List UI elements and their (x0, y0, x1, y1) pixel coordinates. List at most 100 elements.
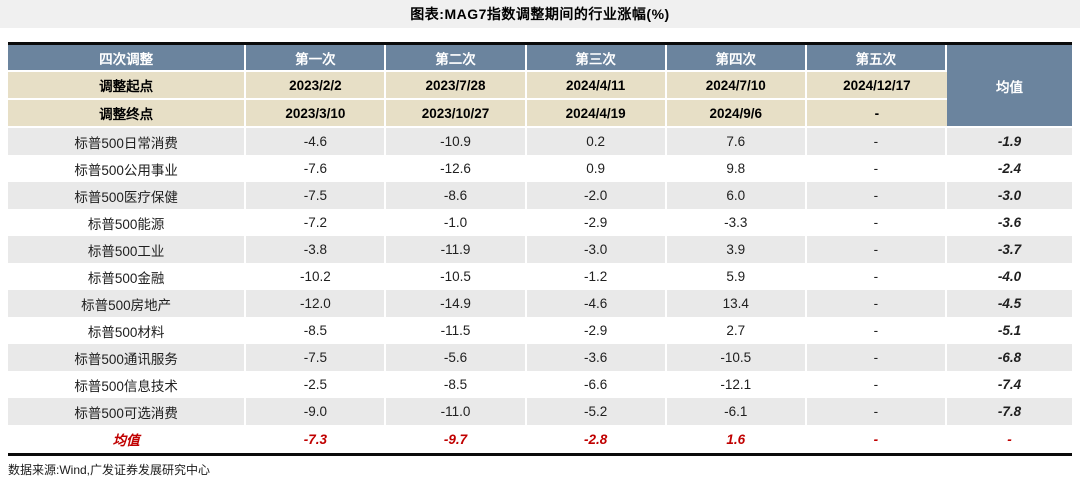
data-source-note: 数据来源:Wind,广发证券发展研究中心 (8, 463, 211, 477)
date-cell: 2024/4/19 (526, 100, 667, 128)
sector-label: 标普500工业 (8, 236, 247, 263)
sector-label: 标普500材料 (8, 317, 247, 344)
column-header: 第一次 (246, 45, 387, 72)
value-cell: -3.3 (666, 209, 807, 236)
value-cell: - (806, 209, 947, 236)
row-label-cell: 调整终点 (8, 100, 247, 128)
value-cell: 5.9 (666, 263, 807, 290)
value-cell: -12.0 (246, 290, 387, 317)
date-cell: 2024/12/17 (806, 72, 947, 100)
avg-cell: -6.8 (946, 344, 1072, 371)
value-cell: 9.8 (666, 155, 807, 182)
date-cell: 2024/7/10 (666, 72, 807, 100)
sector-label: 标普500房地产 (8, 290, 247, 317)
value-cell: 0.2 (526, 128, 667, 155)
data-table-container: 四次调整 第一次 第二次 第三次 第四次 第五次 均值 调整起点 2023/2/… (8, 42, 1072, 456)
figure-title-band: 图表:MAG7指数调整期间的行业涨幅(%) (0, 0, 1080, 28)
value-cell: -2.9 (526, 209, 667, 236)
sector-label: 标普500日常消费 (8, 128, 247, 155)
column-header: 第二次 (386, 45, 527, 72)
average-value-cell: - (806, 425, 947, 453)
table-row: 标普500通讯服务 -7.5 -5.6 -3.6 -10.5 - -6.8 (8, 344, 1072, 371)
avg-cell: -3.0 (946, 182, 1072, 209)
column-header: 第五次 (806, 45, 947, 72)
table-row: 标普500可选消费 -9.0 -11.0 -5.2 -6.1 - -7.8 (8, 398, 1072, 425)
date-cell: 2024/9/6 (666, 100, 807, 128)
table-row: 标普500工业 -3.8 -11.9 -3.0 3.9 - -3.7 (8, 236, 1072, 263)
avg-cell: -3.7 (946, 236, 1072, 263)
sector-label: 标普500金融 (8, 263, 247, 290)
table-row: 标普500医疗保健 -7.5 -8.6 -2.0 6.0 - -3.0 (8, 182, 1072, 209)
average-value-cell: - (946, 425, 1072, 453)
value-cell: 2.7 (666, 317, 807, 344)
corner-header-cell: 四次调整 (8, 45, 247, 72)
value-cell: -10.5 (386, 263, 527, 290)
table-row: 标普500日常消费 -4.6 -10.9 0.2 7.6 - -1.9 (8, 128, 1072, 155)
sector-label: 标普500可选消费 (8, 398, 247, 425)
value-cell: -8.5 (386, 371, 527, 398)
sector-label: 标普500公用事业 (8, 155, 247, 182)
avg-cell: -4.5 (946, 290, 1072, 317)
value-cell: -10.2 (246, 263, 387, 290)
value-cell: - (806, 182, 947, 209)
table-header-row: 四次调整 第一次 第二次 第三次 第四次 第五次 均值 (8, 45, 1072, 128)
value-cell: - (806, 290, 947, 317)
value-cell: -11.0 (386, 398, 527, 425)
value-cell: -7.2 (246, 209, 387, 236)
average-row: 均值 -7.3 -9.7 -2.8 1.6 - - (8, 425, 1072, 453)
date-cell: 2024/4/11 (526, 72, 667, 100)
table-row: 标普500信息技术 -2.5 -8.5 -6.6 -12.1 - -7.4 (8, 371, 1072, 398)
sector-label: 标普500能源 (8, 209, 247, 236)
value-cell: 6.0 (666, 182, 807, 209)
avg-cell: -5.1 (946, 317, 1072, 344)
value-cell: -9.0 (246, 398, 387, 425)
value-cell: -5.6 (386, 344, 527, 371)
value-cell: - (806, 344, 947, 371)
value-cell: -3.0 (526, 236, 667, 263)
value-cell: -5.2 (526, 398, 667, 425)
value-cell: -3.6 (526, 344, 667, 371)
date-cell: - (806, 100, 947, 128)
value-cell: -7.5 (246, 344, 387, 371)
table-row: 标普500金融 -10.2 -10.5 -1.2 5.9 - -4.0 (8, 263, 1072, 290)
table-row: 标普500能源 -7.2 -1.0 -2.9 -3.3 - -3.6 (8, 209, 1072, 236)
avg-cell: -3.6 (946, 209, 1072, 236)
value-cell: - (806, 263, 947, 290)
value-cell: - (806, 398, 947, 425)
value-cell: - (806, 371, 947, 398)
average-value-cell: 1.6 (666, 425, 807, 453)
value-cell: -4.6 (246, 128, 387, 155)
value-cell: -4.6 (526, 290, 667, 317)
value-cell: -6.1 (666, 398, 807, 425)
value-cell: -1.0 (386, 209, 527, 236)
date-cell: 2023/2/2 (246, 72, 387, 100)
value-cell: -2.5 (246, 371, 387, 398)
avg-cell: -4.0 (946, 263, 1072, 290)
value-cell: -7.5 (246, 182, 387, 209)
avg-cell: -2.4 (946, 155, 1072, 182)
value-cell: -8.6 (386, 182, 527, 209)
sector-label: 标普500通讯服务 (8, 344, 247, 371)
value-cell: -3.8 (246, 236, 387, 263)
value-cell: - (806, 236, 947, 263)
value-cell: -1.2 (526, 263, 667, 290)
avg-cell: -7.4 (946, 371, 1072, 398)
column-header: 第四次 (666, 45, 807, 72)
avg-cell: -7.8 (946, 398, 1072, 425)
table-row: 标普500房地产 -12.0 -14.9 -4.6 13.4 - -4.5 (8, 290, 1072, 317)
value-cell: -7.6 (246, 155, 387, 182)
value-cell: - (806, 155, 947, 182)
value-cell: 0.9 (526, 155, 667, 182)
value-cell: - (806, 128, 947, 155)
date-cell: 2023/10/27 (386, 100, 527, 128)
average-value-cell: -9.7 (386, 425, 527, 453)
value-cell: -12.6 (386, 155, 527, 182)
value-cell: - (806, 317, 947, 344)
value-cell: -11.5 (386, 317, 527, 344)
table-row: 标普500公用事业 -7.6 -12.6 0.9 9.8 - -2.4 (8, 155, 1072, 182)
value-cell: -14.9 (386, 290, 527, 317)
sector-label: 标普500医疗保健 (8, 182, 247, 209)
column-header: 第三次 (526, 45, 667, 72)
date-cell: 2023/3/10 (246, 100, 387, 128)
average-value-cell: -2.8 (526, 425, 667, 453)
